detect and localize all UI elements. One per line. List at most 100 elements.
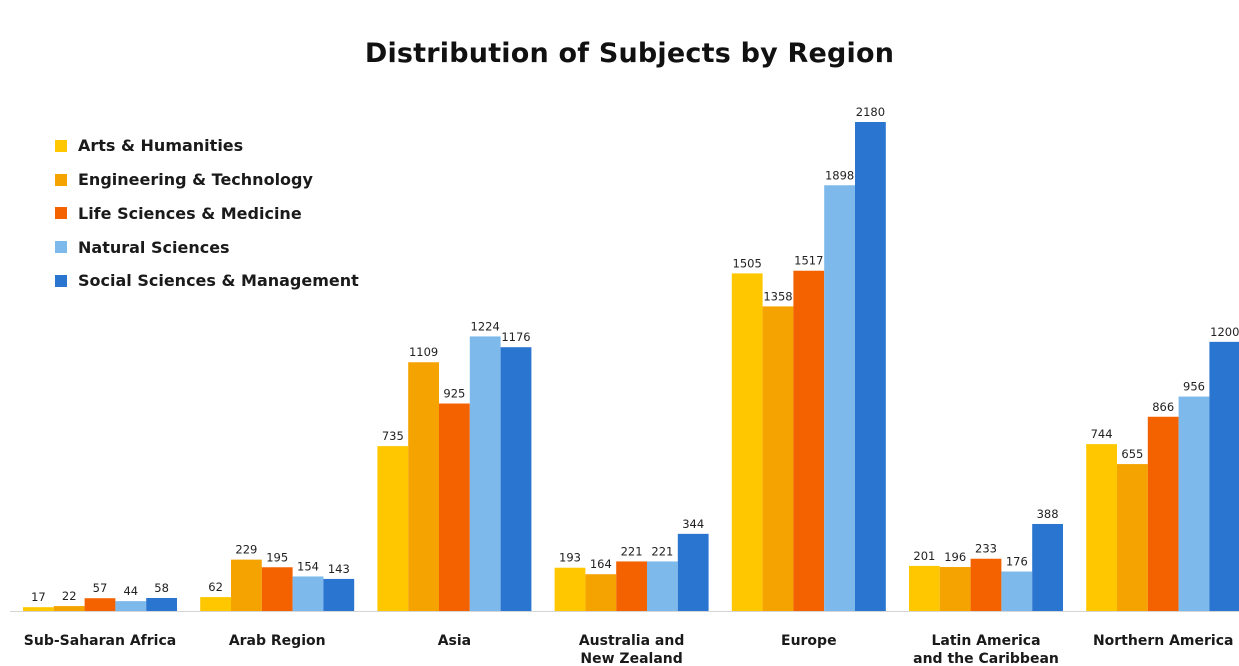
- legend-label: Natural Sciences: [78, 237, 230, 257]
- legend-swatch: [55, 274, 67, 287]
- bar: [762, 306, 794, 611]
- data-label: 22: [62, 589, 77, 603]
- data-label: 1898: [825, 168, 854, 182]
- bar: [292, 576, 324, 611]
- data-label: 744: [1091, 427, 1113, 441]
- data-label: 1517: [794, 254, 823, 268]
- category-label-line: Arab Region: [229, 633, 326, 649]
- chart-title: Distribution of Subjects by Region: [364, 38, 895, 69]
- data-label: 143: [328, 562, 350, 576]
- data-label: 229: [235, 543, 257, 557]
- category-label-line: Northern America: [1093, 633, 1234, 649]
- bar: [1086, 444, 1117, 611]
- category-label: Latin America and the Caribbean: [913, 633, 1059, 666]
- legend-item-social-sciences-management: Social Sciences & Management: [55, 264, 395, 298]
- bar: [1147, 416, 1179, 611]
- bar: [84, 598, 116, 611]
- bar: [731, 273, 763, 611]
- data-label: 57: [93, 581, 108, 595]
- data-label: 221: [621, 544, 643, 558]
- legend: Arts & Humanities Engineering & Technolo…: [55, 129, 395, 298]
- data-label: 1176: [501, 330, 530, 344]
- bar: [500, 347, 532, 611]
- bar: [53, 606, 85, 611]
- data-label: 195: [266, 550, 288, 564]
- legend-swatch: [55, 139, 67, 152]
- bar: [677, 533, 709, 611]
- data-label: 164: [590, 557, 612, 571]
- data-label: 1224: [471, 319, 500, 333]
- data-label: 2180: [856, 105, 885, 119]
- category-label: Europe: [781, 633, 837, 649]
- bar: [824, 185, 855, 611]
- data-label: 193: [559, 551, 581, 565]
- bar: [469, 336, 501, 611]
- data-label: 196: [944, 550, 966, 564]
- category-label-line: and the Caribbean: [913, 651, 1059, 666]
- data-label: 866: [1152, 400, 1174, 414]
- data-label: 17: [31, 590, 46, 604]
- bar: [616, 561, 647, 611]
- bar: [408, 362, 439, 611]
- legend-item-arts-humanities: Arts & Humanities: [55, 129, 395, 163]
- data-label: 925: [443, 387, 465, 401]
- category-label-line: Asia: [438, 633, 471, 649]
- bar: [793, 270, 825, 611]
- data-label: 1109: [409, 345, 438, 359]
- data-label: 388: [1037, 507, 1059, 521]
- legend-item-engineering-technology: Engineering & Technology: [55, 163, 395, 197]
- legend-swatch: [55, 207, 67, 220]
- data-label: 221: [651, 544, 673, 558]
- category-label: Sub-Saharan Africa: [24, 633, 176, 649]
- legend-item-natural-sciences: Natural Sciences: [55, 230, 395, 264]
- category-label: Northern America: [1093, 633, 1234, 649]
- legend-swatch: [55, 173, 67, 186]
- legend-label: Life Sciences & Medicine: [78, 203, 302, 223]
- bar: [939, 567, 971, 611]
- category-label: Arab Region: [229, 633, 326, 649]
- data-label: 176: [1006, 555, 1028, 569]
- bar: [1117, 464, 1148, 611]
- bar: [647, 561, 678, 611]
- data-label: 735: [382, 429, 404, 443]
- data-label: 62: [208, 580, 223, 594]
- bar: [377, 446, 409, 611]
- bar: [585, 574, 617, 611]
- data-label: 655: [1121, 447, 1143, 461]
- data-label: 154: [297, 559, 319, 573]
- data-label: 233: [975, 542, 997, 556]
- category-label-line: Sub-Saharan Africa: [24, 633, 176, 649]
- bar: [970, 558, 1002, 611]
- legend-label: Social Sciences & Management: [78, 271, 359, 291]
- data-label: 1358: [763, 289, 792, 303]
- bar: [1001, 571, 1033, 611]
- bar: [231, 559, 262, 611]
- bar: [855, 122, 886, 611]
- bar: [146, 597, 177, 611]
- legend-item-life-sciences-medicine: Life Sciences & Medicine: [55, 197, 395, 231]
- legend-swatch: [55, 241, 67, 254]
- bar: [1178, 396, 1210, 611]
- bar: [200, 597, 231, 611]
- data-label: 44: [123, 584, 138, 598]
- category-label-line: Latin America: [931, 633, 1040, 649]
- category-label-line: Europe: [781, 633, 837, 649]
- category-label: Australia and New Zealand: [579, 633, 685, 666]
- data-label: 344: [682, 517, 704, 531]
- bar: [23, 607, 54, 611]
- bar: [261, 567, 293, 611]
- legend-label: Engineering & Technology: [78, 170, 313, 190]
- category-label: Asia: [438, 633, 471, 649]
- data-label: 1505: [733, 256, 762, 270]
- bar: [909, 565, 940, 611]
- data-label: 58: [154, 581, 169, 595]
- bar: [1032, 523, 1063, 611]
- bar: [554, 567, 586, 611]
- category-label-line: New Zealand: [580, 651, 682, 666]
- bar: [323, 578, 355, 611]
- category-label-line: Australia and: [579, 633, 685, 649]
- legend-label: Arts & Humanities: [78, 136, 244, 156]
- data-label: 201: [913, 549, 935, 563]
- data-label: 956: [1183, 380, 1205, 394]
